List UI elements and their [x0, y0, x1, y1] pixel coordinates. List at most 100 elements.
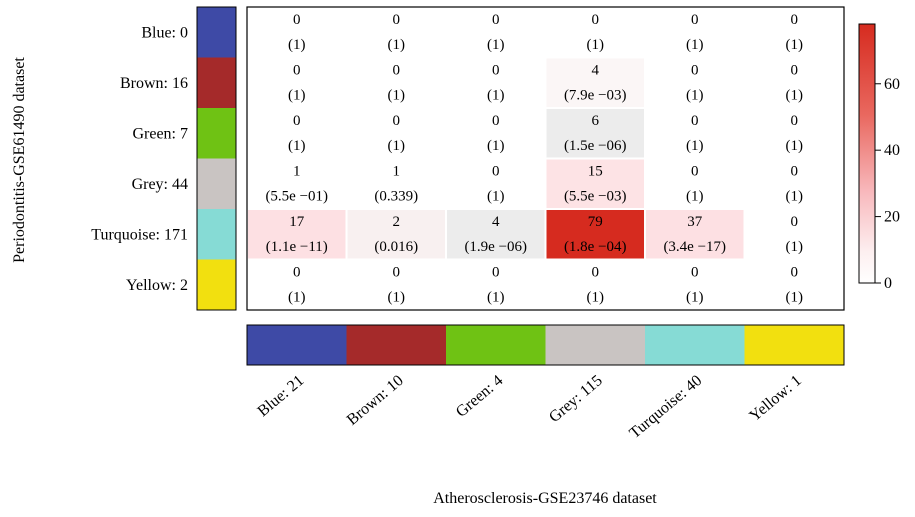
x-module-row-border: [246, 324, 845, 366]
heatmap-cell: [447, 159, 545, 208]
y-module-column-border: [196, 6, 237, 311]
x-axis-title: Atherosclerosis-GSE23746 dataset: [433, 490, 657, 507]
color-scale-tick-label: 0: [884, 275, 892, 292]
cell-count-label: 0: [492, 164, 500, 180]
cell-count-label: 37: [687, 214, 703, 230]
heatmap-cell: [347, 8, 445, 57]
cell-count-label: 0: [592, 12, 600, 28]
cell-count-label: 1: [293, 164, 301, 180]
heatmap-cell: [745, 58, 843, 107]
y-category-labels: Blue: 0 Brown: 16 Green: 7 Grey: 44 Turquois…: [91, 24, 188, 294]
y-category-label: Brown: 16: [120, 75, 188, 92]
x-module-swatch: [346, 325, 446, 365]
cell-pvalue-label: (1): [288, 138, 306, 154]
cell-count-label: 0: [393, 113, 401, 129]
cell-pvalue-label: (1): [786, 138, 804, 154]
y-axis-title: Periodontitis-GSE61490 dataset: [11, 57, 28, 263]
cell-pvalue-label: (0.016): [374, 239, 418, 255]
heatmap-cell: [347, 159, 445, 208]
cell-count-label: 0: [393, 265, 401, 281]
cell-count-label: 17: [289, 214, 305, 230]
y-module-color-column: [196, 6, 237, 311]
color-scale-bar: [858, 23, 876, 284]
cell-count-label: 4: [492, 214, 500, 230]
cell-pvalue-label: (1): [686, 138, 704, 154]
x-module-color-row: [246, 324, 845, 366]
x-category-label: Blue: 21: [255, 372, 308, 420]
cell-count-label: 1: [393, 164, 401, 180]
cell-count-label: 0: [691, 265, 699, 281]
color-scale-legend: 0 20 40 60: [858, 23, 900, 292]
x-category-label: Grey: 115: [546, 372, 606, 426]
y-module-swatch: [197, 108, 236, 159]
heatmap-cell: [248, 8, 346, 57]
color-scale-tick-label: 20: [884, 209, 900, 226]
cell-count-label: 4: [592, 63, 600, 79]
cell-count-label: 0: [691, 164, 699, 180]
x-category-label: Brown: 10: [344, 372, 407, 429]
cell-pvalue-label: (1): [487, 189, 505, 205]
heatmap-cell: [248, 260, 346, 309]
cell-count-label: 6: [592, 113, 600, 129]
cell-count-label: 0: [791, 12, 799, 28]
x-module-swatch: [744, 325, 844, 365]
cell-pvalue-label: (3.4e −17): [663, 239, 726, 255]
heatmap-cell: [546, 260, 644, 309]
cell-count-label: 0: [492, 12, 500, 28]
heatmap-cell: [347, 260, 445, 309]
y-module-swatch: [197, 7, 236, 58]
heatmap-cell: [248, 109, 346, 158]
cell-count-label: 79: [588, 214, 603, 230]
cell-pvalue-label: (1): [487, 37, 505, 53]
heatmap-cell: [646, 8, 744, 57]
x-category-label: Turquoise: 40: [626, 372, 705, 442]
y-category-label: Grey: 44: [132, 176, 188, 193]
y-module-swatch: [197, 57, 236, 108]
cell-count-label: 0: [791, 265, 799, 281]
cell-pvalue-label: (1): [786, 37, 804, 53]
heatmap-cell: [447, 210, 545, 259]
cell-pvalue-label: (1): [288, 37, 306, 53]
cell-count-label: 0: [293, 63, 301, 79]
heatmap-cell: [447, 260, 545, 309]
x-category-label: Yellow: 1: [746, 372, 804, 425]
cell-count-label: 2: [393, 214, 401, 230]
color-scale-tick-label: 60: [884, 76, 900, 93]
cell-count-label: 0: [393, 63, 401, 79]
heatmap-cell: [546, 8, 644, 57]
cell-count-label: 0: [592, 265, 600, 281]
cell-count-label: 0: [791, 113, 799, 129]
heatmap-cell: [646, 159, 744, 208]
cell-pvalue-label: (1): [388, 88, 406, 104]
cell-pvalue-label: (1.5e −06): [564, 138, 627, 154]
cell-pvalue-label: (1): [487, 138, 505, 154]
y-category-label: Yellow: 2: [126, 277, 188, 294]
cell-count-label: 0: [691, 12, 699, 28]
cell-pvalue-label: (1): [686, 290, 704, 306]
cell-pvalue-label: (1): [686, 88, 704, 104]
heatmap-cell: [745, 159, 843, 208]
cell-count-label: 0: [691, 113, 699, 129]
cell-pvalue-label: (1): [686, 37, 704, 53]
heatmap-cell: [248, 210, 346, 259]
heatmap-cell: [646, 260, 744, 309]
cell-count-label: 0: [791, 214, 799, 230]
heatmap-cell: [745, 8, 843, 57]
heatmap-cell: [546, 109, 644, 158]
x-module-swatch: [645, 325, 745, 365]
y-category-label: Turquoise: 171: [91, 226, 188, 243]
heatmap-cell: [546, 58, 644, 107]
cell-count-label: 0: [393, 12, 401, 28]
cell-pvalue-label: (5.5e −03): [564, 189, 627, 205]
cell-pvalue-label: (0.339): [374, 189, 418, 205]
heatmap-cell: [646, 210, 744, 259]
cell-pvalue-label: (1.8e −04): [564, 239, 627, 255]
cell-pvalue-label: (1): [686, 189, 704, 205]
x-category-label: Green: 4: [453, 372, 506, 421]
cell-pvalue-label: (1.9e −06): [464, 239, 527, 255]
cell-count-label: 15: [588, 164, 603, 180]
heatmap-cell: [646, 109, 744, 158]
y-module-swatch: [197, 259, 236, 310]
y-category-label: Green: 7: [132, 125, 188, 142]
